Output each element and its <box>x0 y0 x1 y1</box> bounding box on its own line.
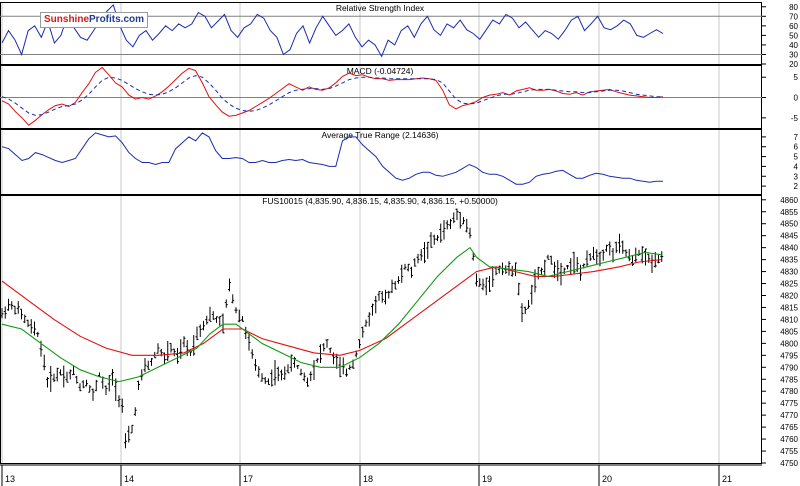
y-tick-label: -5 <box>791 114 799 123</box>
y-tick-label: 0 <box>794 94 799 103</box>
series-line <box>1 132 663 185</box>
moving-average-short <box>1 246 662 383</box>
x-tick-label: 19 <box>482 474 492 484</box>
y-tick-label: 4805 <box>780 327 798 336</box>
panel-title: Relative Strength Index <box>336 3 425 13</box>
y-tick-label: 4765 <box>780 423 798 432</box>
panel-border <box>0 65 762 129</box>
panel-title: MACD (-0.04724) <box>347 66 414 76</box>
y-tick-label: 7 <box>794 133 799 142</box>
y-tick-label: 4825 <box>780 280 798 289</box>
y-tick-label: 4835 <box>780 256 798 265</box>
y-tick-label: 4760 <box>780 435 798 444</box>
x-tick-label: 17 <box>243 474 253 484</box>
panel-4: 4860 4855 4850 4845 4840 4835 4830 4825 4820 4815… <box>0 195 799 468</box>
x-tick-label: 21 <box>722 474 732 484</box>
y-tick-label: 4810 <box>780 315 798 324</box>
series-line <box>1 75 663 116</box>
panel-border <box>0 2 762 65</box>
y-tick-label: 4795 <box>780 351 798 360</box>
y-tick-label: 4820 <box>780 292 798 301</box>
y-tick-label: 50 <box>789 31 798 40</box>
x-tick-label: 20 <box>602 474 612 484</box>
x-tick-label: 14 <box>124 474 134 484</box>
y-tick-label: 4860 <box>780 196 798 205</box>
y-tick-label: 40 <box>789 41 798 50</box>
y-tick-label: 4750 <box>780 459 798 468</box>
y-tick-label: 5 <box>794 153 799 162</box>
x-tick-label: 18 <box>363 474 373 484</box>
sunshine-profits-logo[interactable]: Sunshine Profits.com <box>40 12 149 28</box>
y-tick-label: 5 <box>794 73 799 82</box>
y-tick-label: 4770 <box>780 411 798 420</box>
y-tick-label: 4775 <box>780 399 798 408</box>
y-tick-label: 30 <box>789 50 798 59</box>
panel-2: 5 0 -5 MACD (-0.04724) <box>0 65 799 129</box>
y-tick-label: 3 <box>794 172 799 181</box>
y-tick-label: 60 <box>789 22 798 31</box>
logo-part-profits: Profits.com <box>89 14 145 25</box>
y-tick-label: 4800 <box>780 339 798 348</box>
panel-border <box>0 195 762 464</box>
y-tick-label: 4780 <box>780 387 798 396</box>
y-tick-label: 4830 <box>780 268 798 277</box>
panel-border <box>0 129 762 195</box>
x-tick-label: 13 <box>5 474 15 484</box>
y-tick-label: 80 <box>789 3 798 12</box>
panel-title: FUS10015 (4,835.90, 4,836.15, 4,835.90, … <box>262 196 498 206</box>
y-tick-label: 4850 <box>780 220 798 229</box>
y-tick-label: 4 <box>794 162 799 171</box>
y-tick-label: 4790 <box>780 363 798 372</box>
y-tick-label: 20 <box>789 60 798 69</box>
series-line <box>1 3 664 58</box>
logo-part-sunshine: Sunshine <box>44 14 90 25</box>
panel-title: Average True Range (2.14636) <box>321 130 438 140</box>
y-tick-label: 70 <box>789 12 798 21</box>
y-tick-label: 2 <box>794 182 799 191</box>
x-axis: 13 14 17 18 19 20 21 <box>0 464 762 486</box>
y-tick-label: 4840 <box>780 244 798 253</box>
y-tick-label: 4815 <box>780 303 798 312</box>
y-tick-label: 4855 <box>780 208 798 217</box>
y-tick-label: 4755 <box>780 447 798 456</box>
moving-average-long <box>1 259 662 356</box>
y-tick-label: 4785 <box>780 375 798 384</box>
y-tick-label: 6 <box>794 143 799 152</box>
y-tick-label: 4845 <box>780 232 798 241</box>
